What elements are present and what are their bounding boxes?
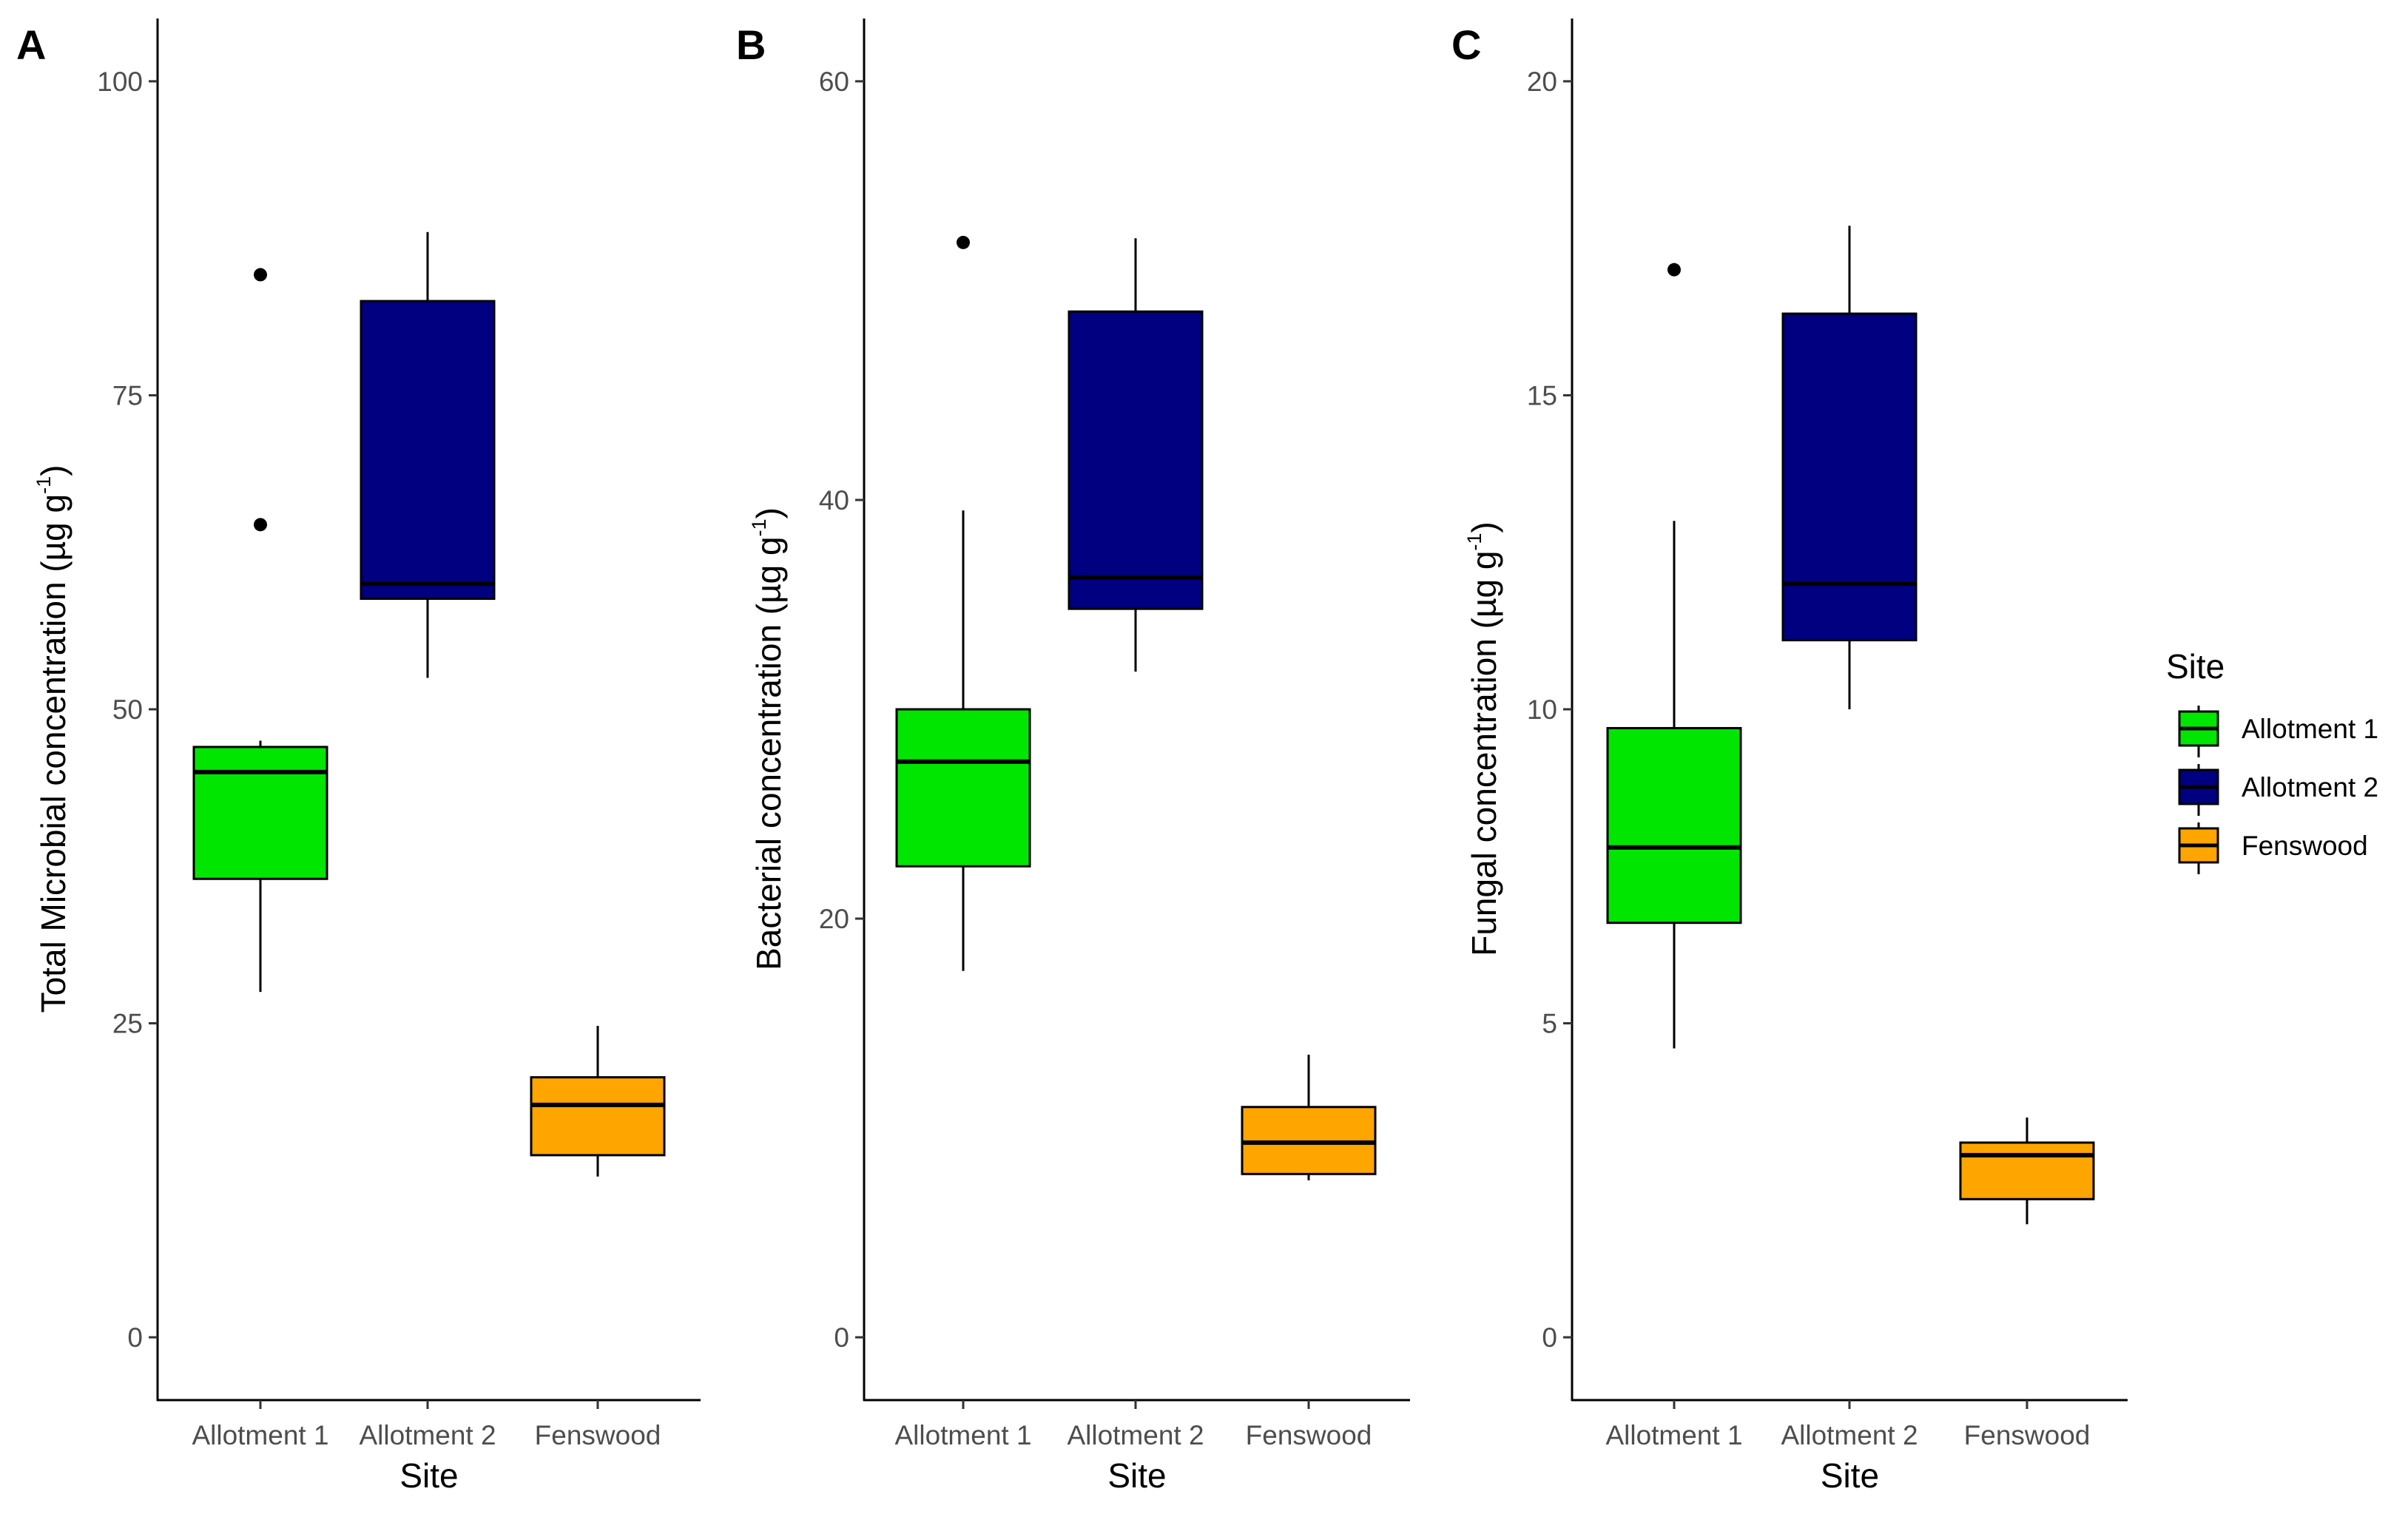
- legend-item: Fenswood: [2178, 822, 2368, 874]
- box-allotment-2: [360, 232, 496, 678]
- y-axis-title: Bacterial concentration (µg g-1): [748, 507, 788, 970]
- y-axis-title-close: ): [1465, 521, 1503, 533]
- box-allotment-1: [895, 235, 1031, 971]
- y-axis-title-text: Total Microbial concentration (µg g: [34, 494, 72, 1013]
- y-axis-title-text: Fungal concentration (µg g: [1465, 551, 1503, 956]
- box-iqr: [1959, 1141, 2095, 1200]
- box-iqr: [895, 708, 1031, 868]
- box-allotment-1: [192, 268, 328, 993]
- y-tick-label: 5: [1542, 1009, 1557, 1039]
- panel-letter: A: [16, 21, 46, 68]
- panel-letter: C: [1451, 21, 1481, 68]
- box-iqr: [1606, 726, 1742, 925]
- x-tick-label: Allotment 2: [359, 1420, 496, 1450]
- outlier-point: [254, 268, 267, 282]
- legend-label: Allotment 2: [2242, 772, 2378, 802]
- y-tick-label: 75: [112, 380, 143, 410]
- y-tick-label: 25: [112, 1009, 143, 1039]
- x-tick-label: Allotment 1: [1605, 1420, 1742, 1450]
- x-tick-label: Fenswood: [535, 1420, 661, 1450]
- y-tick-label: 60: [819, 67, 849, 97]
- outlier-point: [957, 235, 970, 249]
- y-axis-title-close: ): [34, 465, 72, 476]
- x-tick-label: Allotment 2: [1781, 1420, 1918, 1450]
- x-tick-label: Allotment 1: [894, 1420, 1031, 1450]
- x-tick-label: Allotment 1: [192, 1420, 328, 1450]
- panel-a: A 0 25 50 75 100 Allotment 1 Allotment 2 Fenswoo…: [16, 18, 701, 1495]
- box-fenswood: [1241, 1055, 1377, 1180]
- y-tick-label: 0: [834, 1322, 849, 1353]
- panel-b: B 0 20 40 60 Allotment 1 Allotment 2 Fenswood Si…: [736, 18, 1410, 1495]
- x-tick-label: Fenswood: [1246, 1420, 1372, 1450]
- y-axis-title-superscript: -1: [33, 476, 55, 494]
- x-tick-label: Allotment 2: [1067, 1420, 1204, 1450]
- y-tick-label: 100: [97, 67, 143, 97]
- panel-letter: B: [736, 21, 766, 68]
- y-tick-label: 20: [1527, 67, 1557, 97]
- box-allotment-2: [1068, 238, 1204, 672]
- legend-label: Fenswood: [2242, 831, 2368, 861]
- y-tick-label: 50: [112, 695, 143, 725]
- box-allotment-1: [1606, 263, 1742, 1049]
- legend-item: Allotment 1: [2178, 706, 2378, 757]
- outlier-point: [1667, 263, 1681, 277]
- box-iqr: [360, 300, 496, 601]
- y-axis-title-close: ): [749, 507, 788, 518]
- x-axis-title: Site: [399, 1456, 458, 1495]
- legend-label: Allotment 1: [2242, 714, 2378, 744]
- box-iqr: [192, 746, 328, 880]
- y-tick-label: 0: [127, 1322, 143, 1353]
- y-axis-title: Total Microbial concentration (µg g-1): [33, 465, 72, 1013]
- y-tick-label: 40: [819, 485, 849, 516]
- y-tick-label: 10: [1527, 695, 1557, 725]
- x-axis-title: Site: [1821, 1456, 1879, 1495]
- box-iqr: [1068, 310, 1204, 610]
- legend-title: Site: [2166, 647, 2225, 686]
- y-axis-title-text: Bacterial concentration (µg g: [749, 536, 788, 970]
- x-tick-label: Fenswood: [1964, 1420, 2091, 1450]
- y-tick-label: 20: [819, 904, 849, 934]
- y-axis-title-superscript: -1: [1463, 533, 1485, 551]
- box-iqr: [1781, 312, 1918, 642]
- box-fenswood: [1959, 1117, 2095, 1225]
- y-tick-label: 15: [1527, 380, 1557, 410]
- outlier-point: [254, 518, 267, 532]
- box-fenswood: [530, 1025, 666, 1177]
- y-axis-title-superscript: -1: [748, 518, 770, 536]
- box-allotment-2: [1781, 226, 1918, 709]
- x-axis-title: Site: [1107, 1456, 1166, 1495]
- box-iqr: [530, 1076, 666, 1157]
- y-axis-title: Fungal concentration (µg g-1): [1463, 521, 1503, 956]
- y-tick-label: 0: [1542, 1322, 1557, 1353]
- legend: Site Allotment 1 Allotment 2 Fenswood: [2166, 647, 2378, 874]
- legend-item: Allotment 2: [2178, 764, 2378, 816]
- panel-c: C 0 5 10 15 20 Allotment 1 Allotment 2 Fenswood S…: [1451, 18, 2128, 1495]
